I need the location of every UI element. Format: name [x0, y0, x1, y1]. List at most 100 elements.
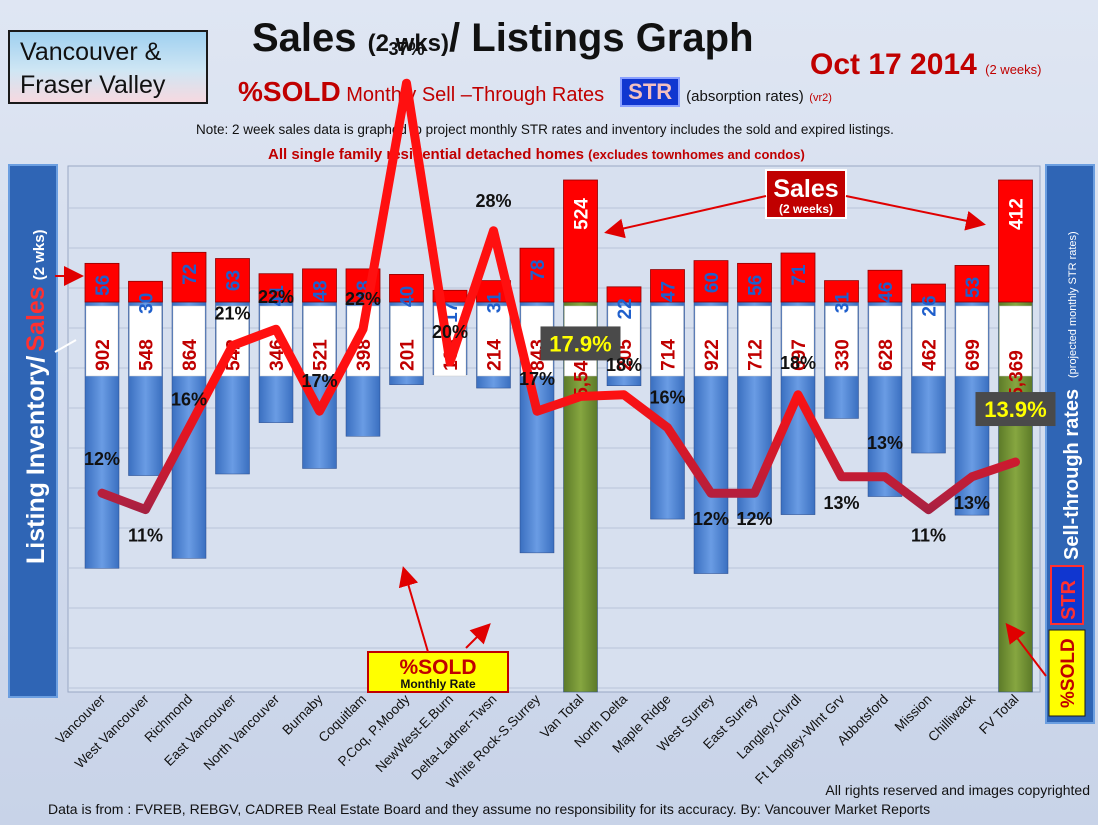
footer-source: Data is from : FVREB, REBGV, CADREB Real…	[48, 801, 931, 817]
pct-value-label: 21%	[214, 304, 250, 324]
left-inventory-text: Listing Inventory	[22, 363, 50, 565]
sold-callout-sub: Monthly Rate	[400, 677, 476, 691]
right-rates-text: rates	[1061, 389, 1083, 437]
pct-value-label: 16%	[171, 390, 207, 410]
pct-value-label: 16%	[649, 388, 685, 408]
sales-bar	[128, 280, 163, 303]
inventory-value-label: 902	[93, 339, 114, 371]
sales-value-label: 56	[746, 275, 767, 296]
right-str-text: Sell-through	[1061, 442, 1083, 560]
inventory-label-box	[912, 305, 945, 377]
str-badge: STR	[620, 77, 681, 107]
category-label: NewWest-E.Burn	[372, 692, 456, 776]
report-date: Oct 17 2014 (2 weeks)	[810, 48, 1042, 82]
right-projected-label: (projected monthly STR rates)	[1067, 231, 1079, 378]
chart-subnote: All single family residential detached h…	[268, 146, 805, 163]
sales-bar	[389, 273, 424, 303]
sales-bar	[737, 262, 772, 303]
date-small: (2 weeks)	[985, 62, 1042, 77]
sales-value-label: 60	[702, 272, 723, 293]
region-label-box: Vancouver & Fraser Valley	[8, 30, 208, 104]
inventory-label-box	[955, 305, 989, 377]
inventory-value-label: 712	[746, 339, 767, 371]
left-axis-panel	[8, 164, 58, 698]
pct-value-label: 12%	[736, 509, 772, 529]
sales-value-label: 40	[398, 286, 419, 307]
sales-value-label: 46	[876, 282, 897, 303]
inventory-label-box	[85, 305, 119, 377]
chart-subtitle: %SOLD Monthly Sell –Through Rates STR (abs…	[238, 76, 832, 108]
subnote-main: All single family residential detached h…	[268, 146, 584, 163]
inventory-label-box	[303, 305, 336, 377]
total-pct-box	[540, 326, 621, 361]
left-inventory-arrow	[54, 339, 77, 353]
version-label: (vr2)	[809, 92, 832, 104]
right-axis-label: Sell-through rates	[1061, 389, 1083, 560]
sales-callout-title: Sales	[773, 175, 838, 203]
pct-value-label: 17%	[301, 371, 337, 391]
sold-arrow-right	[465, 623, 491, 649]
sold-arrow-up	[398, 566, 429, 653]
inventory-label-box	[477, 305, 510, 377]
pct-value-label: 12%	[84, 449, 120, 469]
inventory-label-box	[390, 305, 423, 377]
sales-value-label: 47	[659, 281, 680, 302]
sales-bar	[563, 179, 598, 303]
inventory-label-box	[651, 305, 684, 377]
sales-bar	[606, 286, 642, 303]
sold-callout-box	[367, 651, 509, 693]
inventory-label-box	[172, 305, 206, 377]
inventory-label-box	[694, 305, 728, 377]
sales-bar	[911, 283, 946, 303]
sales-arrow-left	[604, 195, 767, 239]
date-main: Oct 17 2014	[810, 48, 977, 81]
inventory-value-label: 864	[180, 339, 201, 371]
inventory-label-box	[868, 305, 902, 377]
subnote-small: (excludes townhomes and condos)	[588, 147, 805, 162]
sales-callout-sub: (2 weeks)	[779, 202, 833, 216]
inventory-value-label: 201	[398, 339, 419, 371]
pct-value-label: 13%	[954, 493, 990, 513]
sales-bar	[693, 260, 729, 303]
sales-value-label: 22	[615, 298, 636, 319]
pct-sold-line	[97, 78, 1020, 515]
pct-value-label: 37%	[388, 39, 424, 59]
sales-value-label: 412	[1007, 198, 1028, 230]
sales-value-label: 72	[180, 264, 201, 285]
total-pct-label: 13.9%	[984, 397, 1046, 422]
title-small: (2 wks)	[367, 30, 450, 57]
category-label: Mission	[892, 692, 935, 735]
inventory-value-label: 330	[833, 339, 854, 371]
left-wks-text: (2 wks)	[31, 229, 48, 280]
inventory-value-label: 697	[789, 339, 810, 371]
inventory-value-label: 628	[876, 339, 897, 371]
sales-bar	[824, 280, 859, 303]
sales-value-label: 71	[789, 264, 810, 286]
sales-bar	[432, 289, 468, 303]
total-pct-box	[975, 392, 1056, 427]
inventory-value-label: 398	[354, 339, 375, 371]
sales-bar	[650, 269, 685, 303]
pct-value-label: 20%	[432, 322, 468, 342]
inventory-value-label: 922	[702, 339, 723, 371]
sales-bar	[519, 247, 555, 303]
category-label: West Vancouver	[72, 691, 152, 771]
inventory-value-label: 699	[963, 339, 984, 371]
inventory-label-box	[738, 305, 771, 377]
inventory-value-label: 462	[920, 339, 941, 371]
sales-bar	[954, 265, 990, 303]
chart-note: Note: 2 week sales data is graphed to pr…	[196, 122, 894, 137]
category-label: Chilliwack	[925, 691, 978, 744]
sales-bar	[171, 251, 207, 303]
category-label: FV Total	[976, 692, 1021, 737]
absorption-label: (absorption rates)	[686, 88, 804, 105]
pct-value-label: 18%	[780, 353, 816, 373]
pct-value-label: 17%	[519, 369, 555, 389]
sales-value-label: 26	[920, 295, 941, 316]
inventory-label-box	[825, 305, 858, 377]
inventory-label-box	[129, 305, 162, 377]
sales-value-label: 41	[267, 285, 288, 307]
title-main: Sales	[252, 16, 368, 60]
sales-callout-box	[765, 169, 847, 219]
sales-value-label: 30	[137, 293, 158, 314]
